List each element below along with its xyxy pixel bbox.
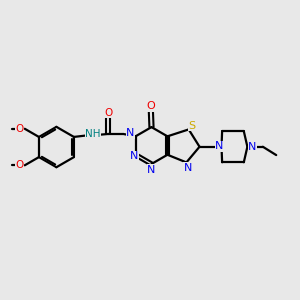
Text: O: O <box>15 124 23 134</box>
Text: N: N <box>126 128 135 138</box>
Text: O: O <box>146 101 155 111</box>
Text: NH: NH <box>85 129 101 139</box>
Text: N: N <box>130 151 138 161</box>
Text: N: N <box>215 141 223 151</box>
Text: O: O <box>15 160 23 170</box>
Text: N: N <box>248 142 256 152</box>
Text: O: O <box>104 108 112 118</box>
Text: N: N <box>147 165 156 175</box>
Text: N: N <box>184 163 192 173</box>
Text: S: S <box>188 121 195 131</box>
